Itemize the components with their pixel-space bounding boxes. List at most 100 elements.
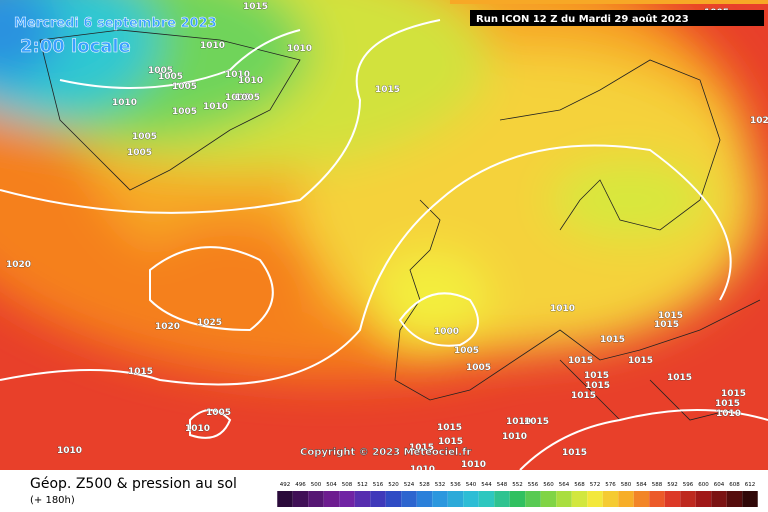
legend-swatch (726, 491, 743, 507)
legend-tick-label: 516 (373, 482, 384, 488)
legend-swatch (323, 491, 340, 507)
legend-swatch (742, 491, 758, 507)
legend-tick-label: 604 (714, 482, 725, 488)
isobar-label: 1015 (667, 373, 692, 383)
legend-swatch (308, 491, 324, 507)
legend-tick-label: 536 (450, 482, 461, 488)
isobar-label: 1015 (524, 417, 549, 427)
legend-swatch (416, 491, 433, 507)
isobar-label: 1015 (128, 367, 153, 377)
isobar-label: 1005 (172, 107, 197, 117)
legend-swatch (664, 491, 681, 507)
isobar-label: 1010 (57, 446, 82, 456)
legend-swatch (277, 491, 293, 507)
legend-tick-label: 600 (698, 482, 709, 488)
legend-swatch (556, 491, 572, 507)
footer-title: Géop. Z500 & pression au sol (30, 476, 237, 492)
isobar-label: 1015 (437, 423, 462, 433)
legend-tick-label: 512 (357, 482, 368, 488)
legend-swatch (494, 491, 510, 507)
legend-tick-label: 568 (574, 482, 585, 488)
isobar-label: 1015 (438, 437, 463, 447)
coastlines (39, 29, 761, 421)
isobar-label: 1010 (716, 409, 741, 419)
legend-tick-label: 596 (683, 482, 694, 488)
legend-tick-label: 588 (652, 482, 663, 488)
isobar-label: 1005 (127, 148, 152, 158)
isobar-label: 1015 (715, 399, 740, 409)
isobar-label: 1010 (238, 76, 263, 86)
isobar-label: 1020 (155, 322, 180, 332)
forecast-date: Mercredi 6 septembre 2023 (14, 16, 217, 31)
legend-swatch (711, 491, 727, 507)
isobar-label: 1005 (454, 346, 479, 356)
isobar-label: 1015 (562, 448, 587, 458)
legend-tick-label: 608 (729, 482, 740, 488)
legend-tick-label: 492 (280, 482, 291, 488)
legend-swatch (401, 491, 417, 507)
isobar-label: 1015 (658, 311, 683, 321)
legend-swatch (602, 491, 619, 507)
legend-swatch (478, 491, 495, 507)
legend-tick-label: 540 (466, 482, 477, 488)
isobar-label: 1005 (148, 66, 173, 76)
isobar-label: 1015 (584, 371, 609, 381)
legend-tick-label: 612 (745, 482, 756, 488)
isobar-label: 1015 (585, 381, 610, 391)
legend-tick-label: 552 (512, 482, 523, 488)
isobar-label: 1005 (172, 82, 197, 92)
isobar-label: 1015 (628, 356, 653, 366)
legend-tick-label: 584 (636, 482, 647, 488)
legend-swatch (432, 491, 448, 507)
legend-tick-label: 564 (559, 482, 570, 488)
isobar-label: 1005 (225, 93, 250, 103)
legend-swatch (292, 491, 309, 507)
legend-swatch (525, 491, 541, 507)
legend-tick-label: 504 (326, 482, 337, 488)
geopotential-field (0, 0, 768, 470)
isobar-label: 1015 (409, 443, 434, 453)
isobar-label: 1015 (571, 391, 596, 401)
isobar-label: 1010 (185, 424, 210, 434)
forecast-time: 2:00 locale (20, 36, 131, 57)
isobar-label: 1000 (434, 327, 459, 337)
run-banner (470, 10, 764, 26)
legend-tick-label: 500 (311, 482, 322, 488)
legend-tick-label: 560 (543, 482, 554, 488)
isobar-label: 1005 (132, 132, 157, 142)
legend-tick-label: 508 (342, 482, 353, 488)
legend-tick-label: 576 (605, 482, 616, 488)
isobar-label: 1015 (600, 335, 625, 345)
footer-lead: (+ 180h) (30, 495, 75, 506)
isobar-label: 1010 (287, 44, 312, 54)
isobars (0, 19, 768, 471)
isobar-label: 1020 (6, 260, 31, 270)
isobar-label: 1010 (502, 432, 527, 442)
legend-tick-label: 592 (667, 482, 678, 488)
isobar-label: 1015 (243, 2, 268, 12)
legend-tick-label: 524 (404, 482, 415, 488)
legend-swatch (540, 491, 557, 507)
isobar-label: 1010 (550, 304, 575, 314)
isobar-label: 1010 (112, 98, 137, 108)
legend-swatch (618, 491, 634, 507)
legend-tick-label: 580 (621, 482, 632, 488)
legend-swatch (447, 491, 464, 507)
legend-swatch (339, 491, 355, 507)
legend-tick-label: 548 (497, 482, 508, 488)
isobar-label: 1025 (197, 318, 222, 328)
legend-swatch (370, 491, 386, 507)
isobar-label: 1010 (225, 70, 250, 80)
isobar-label: 1010 (506, 417, 531, 427)
legend-tick-label: 572 (590, 482, 601, 488)
isobar-label: 1005 (206, 408, 231, 418)
isobar-label: 1015 (375, 85, 400, 95)
color-legend: 492 496 500 504 508 512 516 520 524 528 532 536 540 5… (277, 482, 758, 507)
isobar-label: 1010 (203, 102, 228, 112)
legend-tick-label: 532 (435, 482, 446, 488)
legend-swatch (463, 491, 479, 507)
legend-tick-label: 520 (388, 482, 399, 488)
legend-swatch (649, 491, 665, 507)
